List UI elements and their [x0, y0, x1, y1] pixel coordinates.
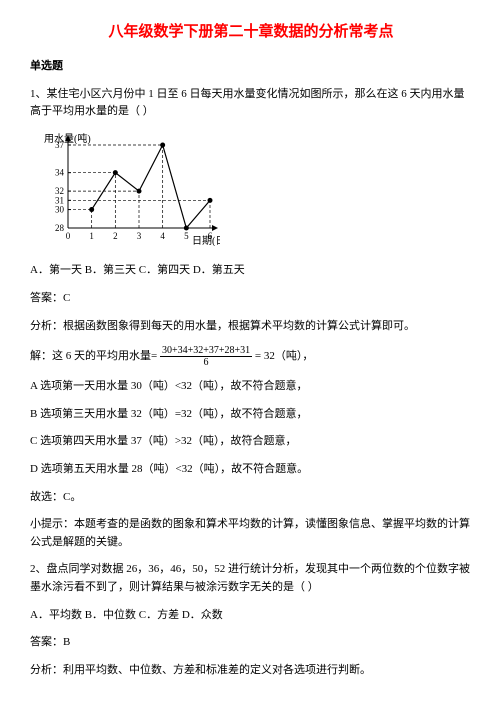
q1-options: A．第一天 B．第三天 C．第四天 D．第五天: [30, 262, 472, 280]
q1-optA: A 选项第一天用水量 30（吨）<32（吨），故不符合题意，: [30, 378, 472, 396]
q1-answer: 答案：C: [30, 290, 472, 308]
svg-text:28: 28: [55, 223, 65, 233]
svg-text:3: 3: [137, 231, 142, 241]
svg-text:2: 2: [113, 231, 118, 241]
q1-solution: 解：这 6 天的平均用水量= 30+34+32+37+28+31 6 = 32（…: [30, 345, 472, 368]
svg-text:1: 1: [89, 231, 94, 241]
svg-text:31: 31: [55, 195, 64, 205]
fraction-numerator: 30+34+32+37+28+31: [160, 345, 252, 357]
solve-post: = 32（吨），: [255, 350, 313, 362]
q1-final: 故选：C。: [30, 489, 472, 507]
q1-analysis: 分析：根据函数图象得到每天的用水量，根据算术平均数的计算公式计算即可。: [30, 318, 472, 336]
svg-text:5: 5: [184, 231, 189, 241]
q2-options: A．平均数 B．中位数 C．方差 D．众数: [30, 607, 472, 625]
doc-title: 八年级数学下册第二十章数据的分析常考点: [30, 20, 472, 44]
fraction-denominator: 6: [160, 357, 252, 368]
svg-text:34: 34: [55, 167, 65, 177]
svg-text:37: 37: [55, 140, 65, 150]
q1-intro: 1、某住宅小区六月份中 1 日至 6 日每天用水量变化情况如图所示，那么在这 6…: [30, 86, 472, 121]
q1-optD: D 选项第五天用水量 28（吨）<32（吨），故不符合题意。: [30, 461, 472, 479]
svg-text:30: 30: [55, 204, 65, 214]
q1-optB: B 选项第三天用水量 32（吨）=32（吨），故不符合题意，: [30, 406, 472, 424]
svg-text:4: 4: [160, 231, 165, 241]
section-heading: 单选题: [30, 58, 472, 76]
q1-tip: 小提示：本题考查的是函数的图象和算术平均数的计算，读懂图象信息、掌握平均数的计算…: [30, 516, 472, 551]
q1-optC: C 选项第四天用水量 37（吨）>32（吨），故符合题意，: [30, 433, 472, 451]
fraction: 30+34+32+37+28+31 6: [160, 345, 252, 368]
q2-analysis: 分析：利用平均数、中位数、方差和标准差的定义对各选项进行判断。: [30, 662, 472, 680]
solve-pre: 解：这 6 天的平均用水量=: [30, 350, 157, 362]
q2-answer: 答案：B: [30, 634, 472, 652]
svg-text:32: 32: [55, 186, 64, 196]
svg-text:0: 0: [66, 231, 71, 241]
svg-text:日期(日): 日期(日): [192, 235, 220, 246]
water-usage-chart: 用水量(吨)2830313234370123456日期(日): [40, 131, 472, 253]
q2-intro: 2、盘点同学对数据 26，36，46，50，52 进行统计分析，发现其中一个两位…: [30, 561, 472, 596]
